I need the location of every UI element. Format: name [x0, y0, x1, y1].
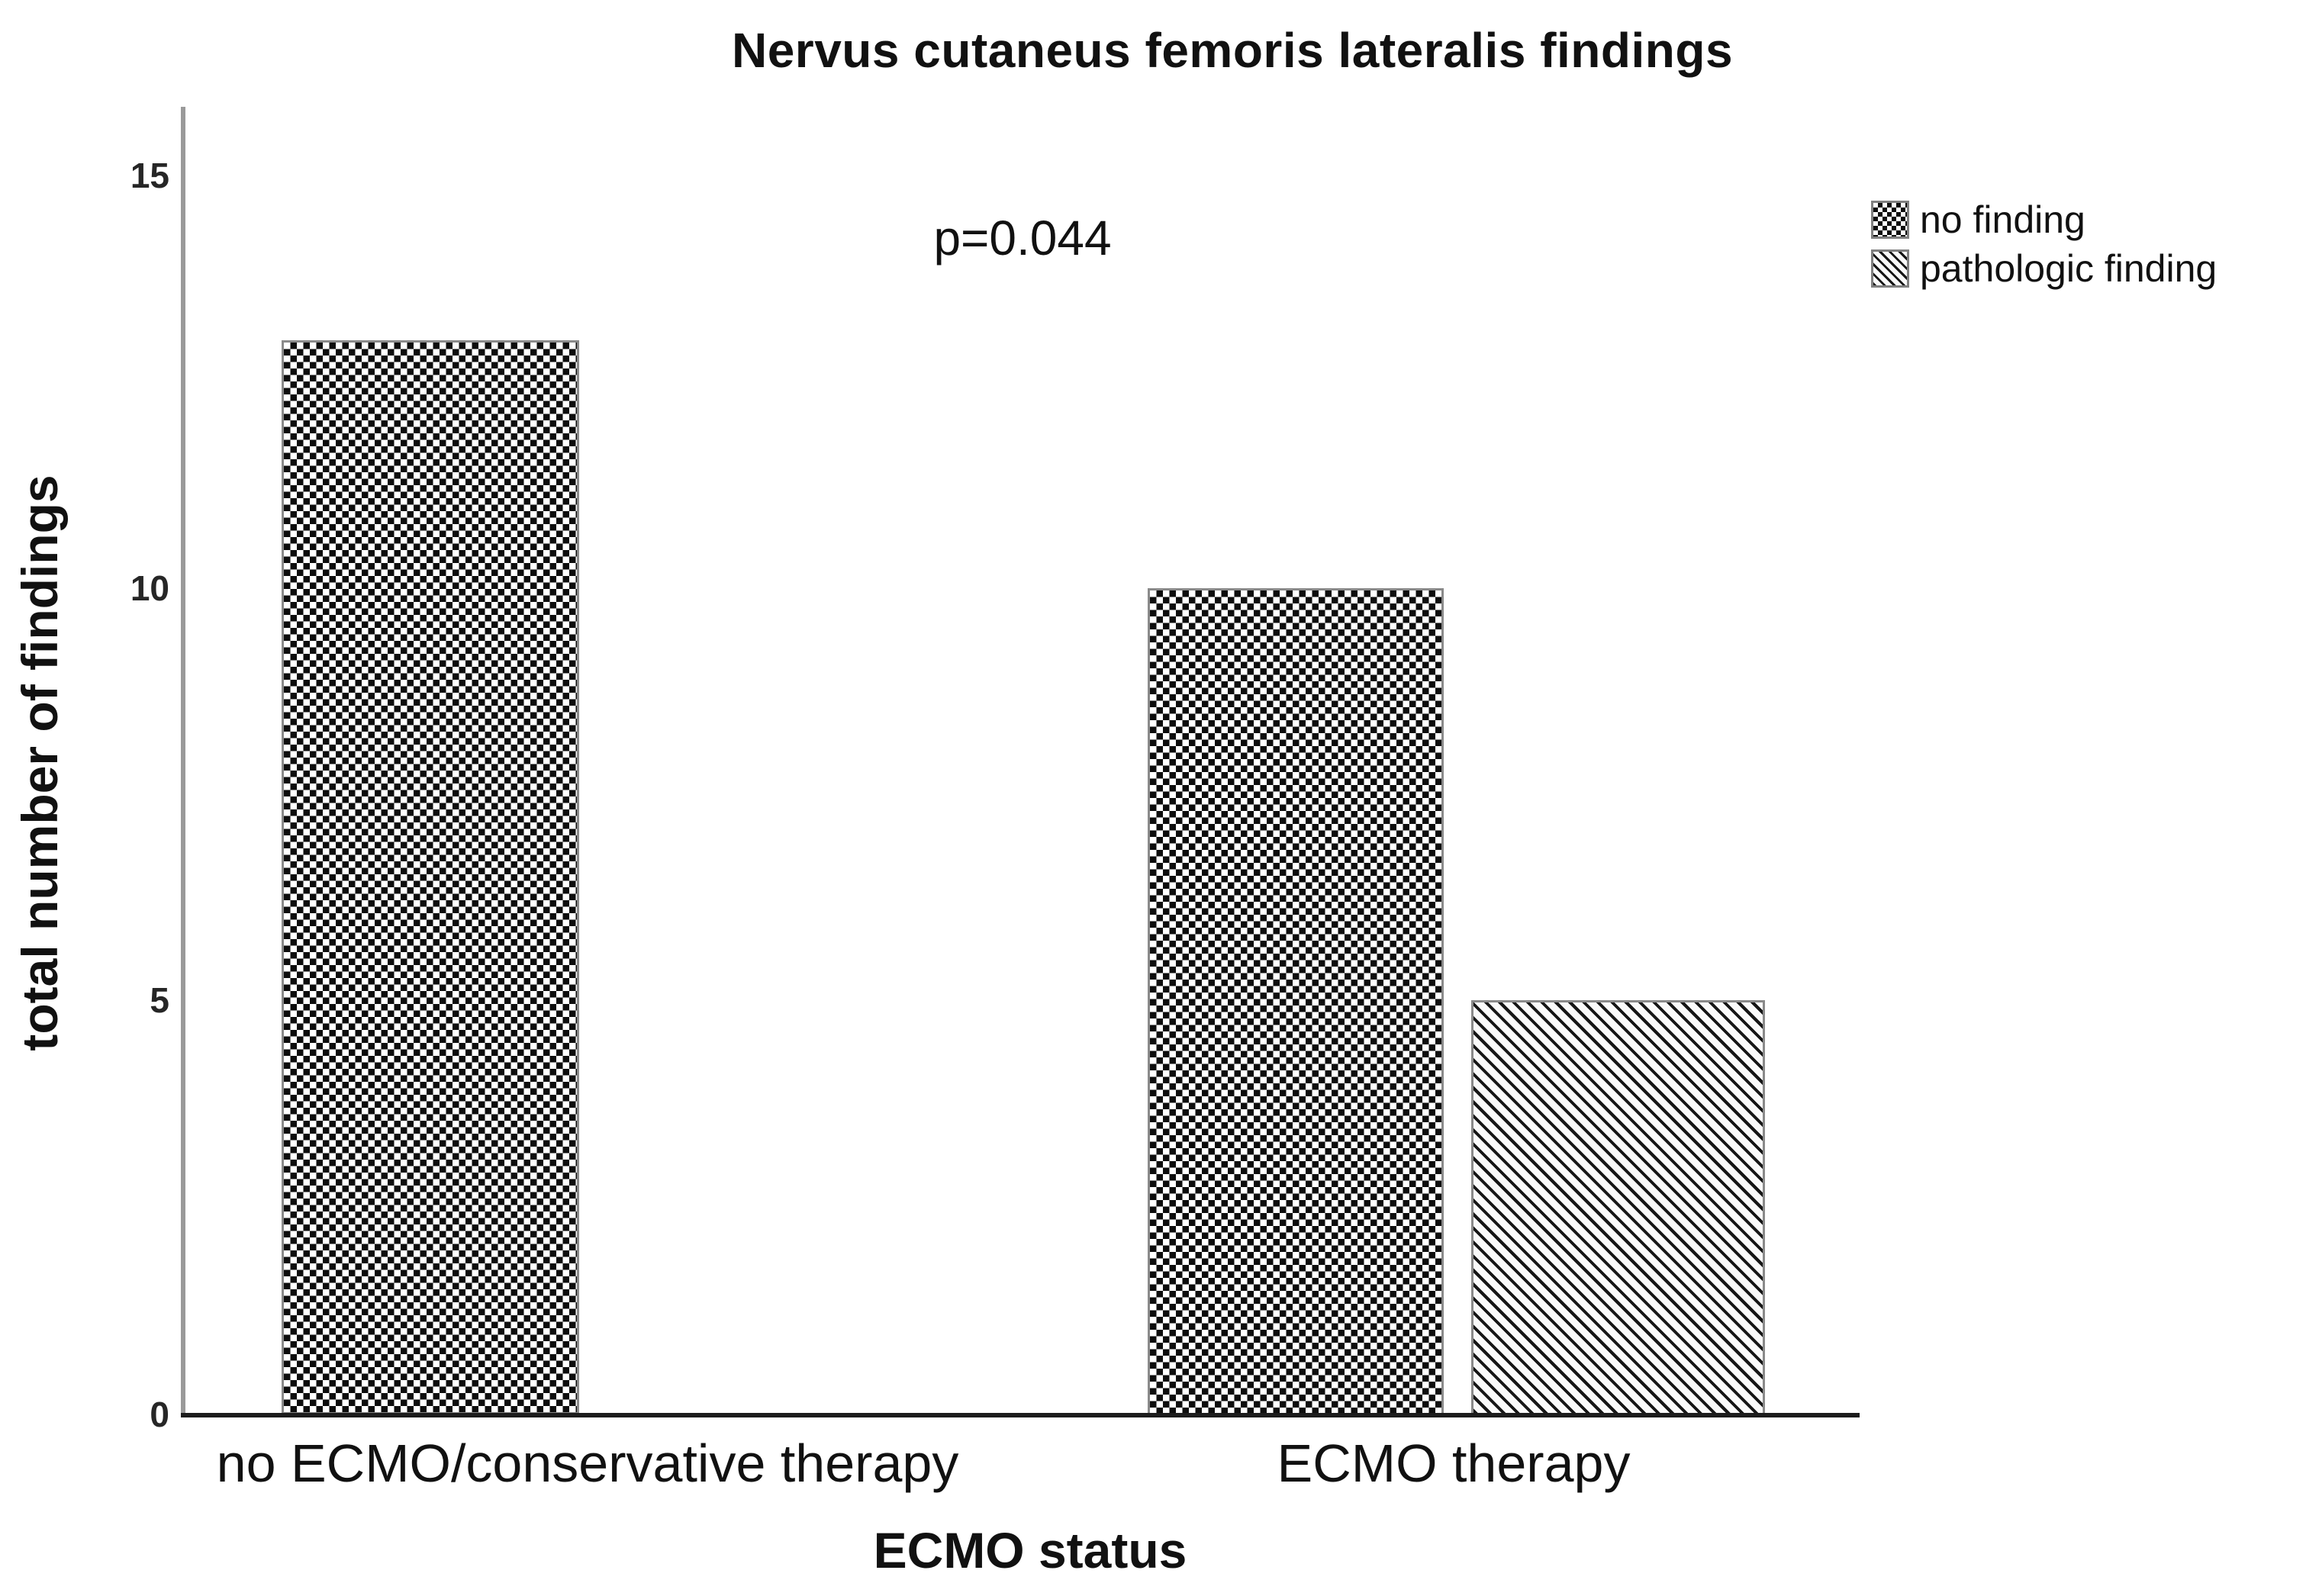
- legend-label: pathologic finding: [1920, 247, 2217, 290]
- diagonal-hatch-pattern-swatch-icon: [1871, 249, 1909, 288]
- y-axis-line: [181, 107, 185, 1417]
- y-tick-label-5: 5: [150, 980, 169, 1020]
- y-axis-title: total number of findings: [11, 475, 68, 1051]
- bar-no-finding-ecmo-therapy: [1148, 588, 1444, 1413]
- bar-no-finding-no-ecmo: [282, 340, 579, 1413]
- plot-area: [183, 109, 1859, 1413]
- y-tick-label-0: 0: [150, 1395, 169, 1434]
- p-value-annotation: p=0.044: [933, 211, 1112, 265]
- bar-pathologic-ecmo-therapy: [1471, 1000, 1765, 1413]
- legend-item-pathologic-finding: pathologic finding: [1871, 249, 2217, 288]
- x-axis-title: ECMO status: [873, 1522, 1187, 1578]
- x-axis-line: [181, 1413, 1860, 1417]
- legend-item-no-finding: no finding: [1871, 200, 2217, 240]
- y-tick-label-15: 15: [130, 156, 169, 195]
- chart-title: Nervus cutaneus femoris lateralis findin…: [731, 23, 1734, 78]
- y-tick-label-10: 10: [130, 568, 169, 608]
- checker-pattern-swatch-icon: [1871, 201, 1909, 239]
- x-category-label-ecmo-therapy: ECMO therapy: [1277, 1434, 1631, 1493]
- x-category-label-no-ecmo: no ECMO/conservative therapy: [216, 1434, 959, 1493]
- legend-label: no finding: [1920, 198, 2085, 241]
- legend: no finding pathologic finding: [1871, 200, 2217, 288]
